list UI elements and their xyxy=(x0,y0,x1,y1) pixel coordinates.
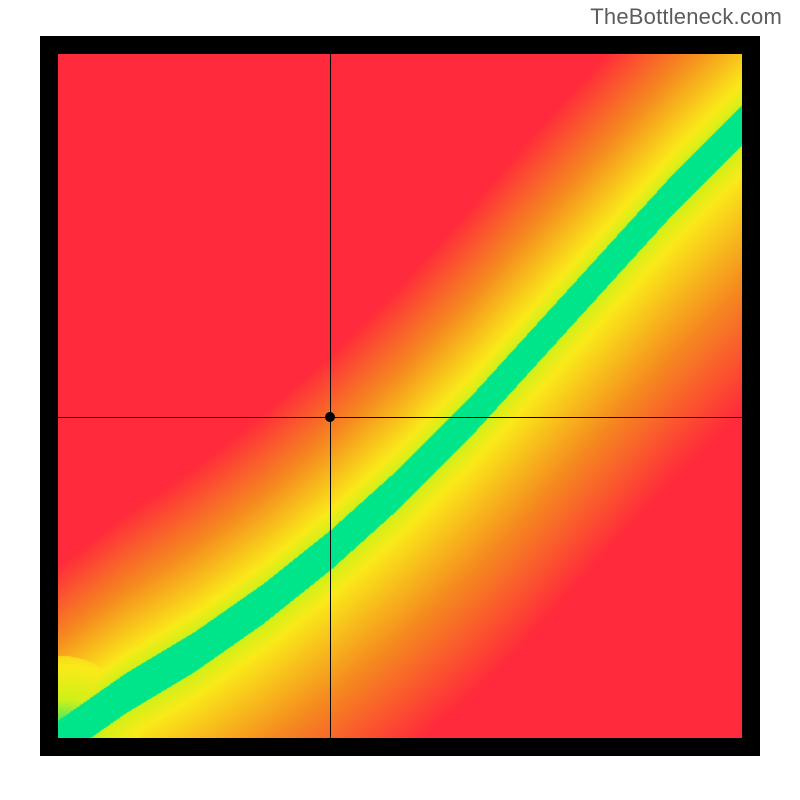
heatmap-canvas xyxy=(58,54,742,738)
heatmap-chart xyxy=(40,36,760,756)
watermark-text: TheBottleneck.com xyxy=(590,4,782,30)
